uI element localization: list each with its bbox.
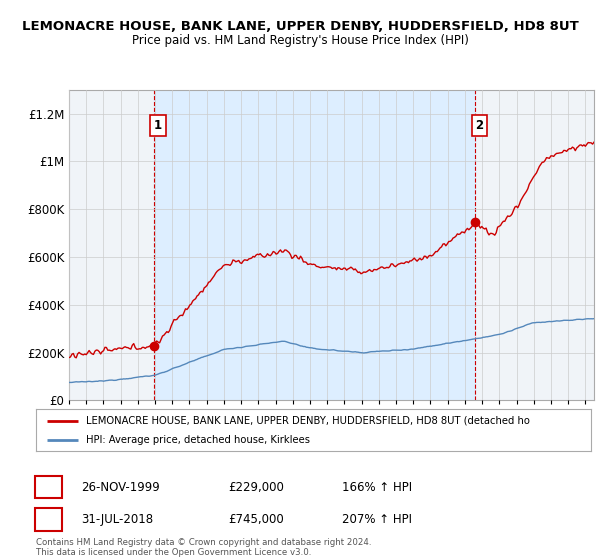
Text: 31-JUL-2018: 31-JUL-2018 xyxy=(81,513,153,526)
Bar xyxy=(154,90,475,400)
Text: LEMONACRE HOUSE, BANK LANE, UPPER DENBY, HUDDERSFIELD, HD8 8UT (detached ho: LEMONACRE HOUSE, BANK LANE, UPPER DENBY,… xyxy=(86,416,530,426)
Text: £745,000: £745,000 xyxy=(228,513,284,526)
Text: 166% ↑ HPI: 166% ↑ HPI xyxy=(342,480,412,494)
Text: Contains HM Land Registry data © Crown copyright and database right 2024.
This d: Contains HM Land Registry data © Crown c… xyxy=(36,538,371,557)
Text: 2: 2 xyxy=(44,513,53,526)
Text: £229,000: £229,000 xyxy=(228,480,284,494)
Text: 1: 1 xyxy=(154,119,162,132)
Text: 1: 1 xyxy=(44,480,53,494)
Text: LEMONACRE HOUSE, BANK LANE, UPPER DENBY, HUDDERSFIELD, HD8 8UT: LEMONACRE HOUSE, BANK LANE, UPPER DENBY,… xyxy=(22,20,578,32)
Text: 2: 2 xyxy=(475,119,483,132)
Text: 207% ↑ HPI: 207% ↑ HPI xyxy=(342,513,412,526)
Text: Price paid vs. HM Land Registry's House Price Index (HPI): Price paid vs. HM Land Registry's House … xyxy=(131,34,469,46)
Text: HPI: Average price, detached house, Kirklees: HPI: Average price, detached house, Kirk… xyxy=(86,435,310,445)
Text: 26-NOV-1999: 26-NOV-1999 xyxy=(81,480,160,494)
